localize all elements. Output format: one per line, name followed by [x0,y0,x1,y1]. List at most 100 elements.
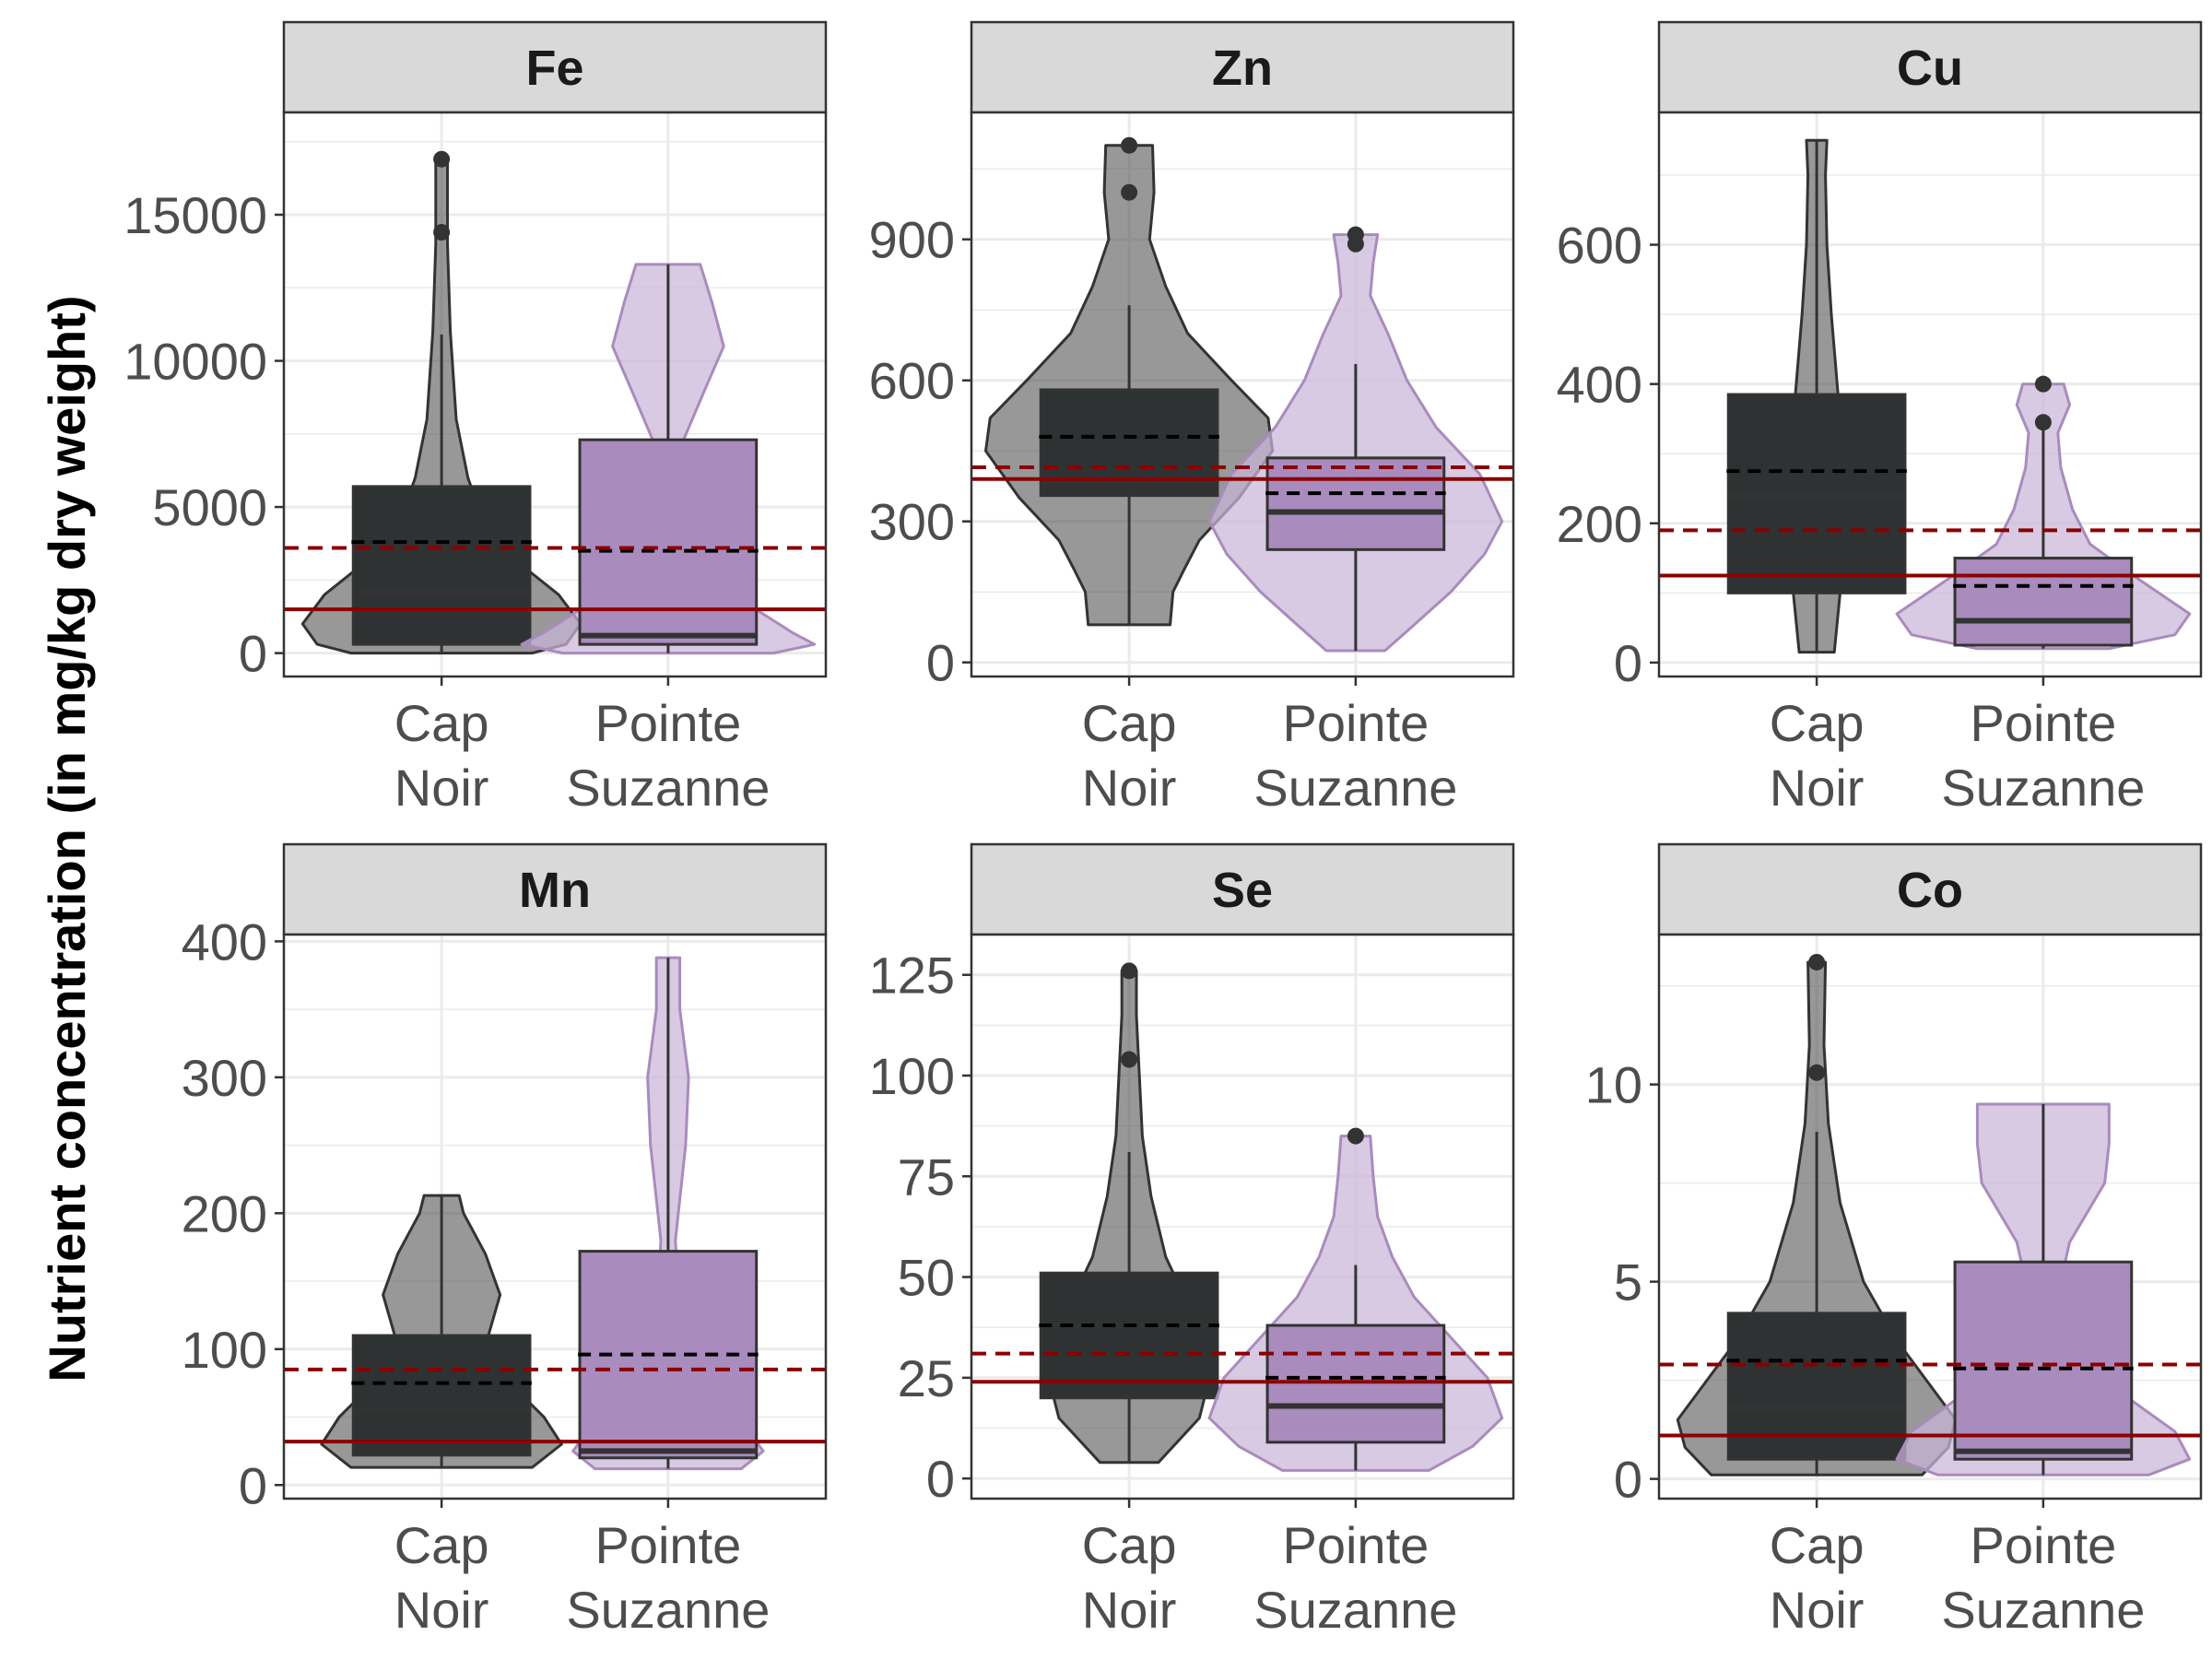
x-tick-label-line-se-0-0: Cap [1082,1516,1177,1574]
x-tick-label-mn-1: Pointe Suzanne [566,1516,770,1639]
strip-fe [282,20,828,114]
content-cu [1659,138,2201,654]
content-co [1659,953,2201,1477]
x-tick-label-line-zn-0-0: Cap [1082,694,1177,752]
y-tick-label-se-5: 125 [869,947,955,1005]
x-tick-label-line-co-0-1: Noir [1770,1581,1865,1639]
x-tick-label-line-mn-1-0: Pointe [594,1516,741,1574]
outlier-zn-cap-noir-1 [1121,183,1138,201]
x-tick-label-line-fe-1-1: Suzanne [566,759,770,817]
x-tick-label-zn-1: Pointe Suzanne [1253,694,1457,817]
y-tick-label-se-1: 25 [898,1349,955,1407]
outlier-co-cap-noir-0 [1808,953,1826,971]
strip-title-cu: Cu [1897,41,1963,96]
y-axis-title: Nutrient concentration (in mg/kg dry wei… [38,295,96,1382]
x-tick-label-line-co-1-0: Pointe [1970,1516,2116,1574]
x-tick-label-line-se-1-0: Pointe [1282,1516,1429,1574]
x-tick-label-line-zn-1-1: Suzanne [1253,759,1457,817]
y-tick-label-mn-4: 400 [182,912,267,971]
panel-border-co [1657,933,2203,1500]
content-se [971,962,1513,1472]
strip-title-fe: Fe [525,41,583,96]
y-tick-label-fe-3: 15000 [124,186,267,244]
box-fe-cap-noir [351,485,532,646]
panel-co: Co 0 5 10 Cap Noir Pointe Suzanne [1585,842,2203,1639]
y-tick-label-mn-3: 300 [182,1049,267,1107]
x-tick-label-fe-0: Cap Noir [394,694,489,817]
strip-zn [970,20,1515,114]
box-se-pointe-suzanne [1265,1324,1446,1444]
x-tick-label-line-cu-1-0: Pointe [1970,694,2116,752]
x-tick-label-line-cu-0-0: Cap [1770,694,1865,752]
outlier-co-cap-noir-1 [1808,1064,1826,1081]
y-tick-label-cu-2: 400 [1557,356,1642,414]
outlier-fe-cap-noir-1 [433,224,451,241]
x-tick-label-line-fe-0-0: Cap [394,694,489,752]
y-tick-label-zn-3: 900 [869,211,955,269]
strip-se [970,842,1515,936]
panel-zn: Zn 0 300 600 900 Cap Noir Pointe Suzanne [869,20,1515,817]
x-tick-label-cu-0: Cap Noir [1770,694,1865,817]
x-tick-label-line-cu-1-1: Suzanne [1941,759,2145,817]
x-tick-label-line-mn-1-1: Suzanne [566,1581,770,1639]
y-tick-label-se-2: 50 [898,1249,955,1307]
box-fe-pointe-suzanne [578,438,759,646]
y-tick-label-mn-0: 0 [239,1456,267,1514]
panel-fe: Fe 0 5000 10000 15000 Cap Noir Pointe Suzanne [124,20,828,817]
outlier-cu-pointe-suzanne-1 [2034,414,2052,431]
content-fe [284,150,826,655]
outlier-zn-pointe-suzanne-1 [1347,235,1364,253]
outlier-se-cap-noir-1 [1121,1051,1138,1068]
x-tick-label-line-mn-0-1: Noir [394,1581,489,1639]
y-tick-label-fe-0: 0 [239,625,267,683]
content-mn [284,956,826,1471]
x-tick-label-zn-0: Cap Noir [1082,694,1177,817]
x-tick-label-line-mn-0-0: Cap [394,1516,489,1574]
x-tick-label-line-zn-0-1: Noir [1082,759,1177,817]
strip-title-mn: Mn [519,863,591,918]
y-tick-label-zn-1: 300 [869,493,955,551]
y-tick-label-fe-1: 5000 [152,478,267,536]
y-tick-label-se-4: 100 [869,1047,955,1105]
panel-mn: Mn 0 100 200 300 400 Cap Noir Pointe Suzanne [182,842,828,1639]
x-tick-label-line-fe-0-1: Noir [394,759,489,817]
strip-title-co: Co [1897,863,1963,918]
strip-cu [1657,20,2203,114]
x-tick-label-line-se-0-1: Noir [1082,1581,1177,1639]
box-cu-pointe-suzanne [1953,557,2134,647]
box-zn-pointe-suzanne [1265,456,1446,551]
y-tick-label-co-2: 10 [1585,1056,1642,1114]
panel-border-cu [1657,111,2203,678]
y-tick-label-co-1: 5 [1614,1253,1642,1312]
outlier-cu-pointe-suzanne-0 [2034,375,2052,393]
box-co-pointe-suzanne [1953,1260,2134,1461]
y-tick-label-cu-1: 200 [1557,495,1642,553]
y-tick-label-fe-2: 10000 [124,333,267,391]
panel-cu: Cu 0 200 400 600 Cap Noir Pointe Suzanne [1557,20,2203,817]
x-tick-label-line-co-0-0: Cap [1770,1516,1865,1574]
outlier-fe-cap-noir-0 [433,150,451,168]
x-tick-label-line-co-1-1: Suzanne [1941,1581,2145,1639]
y-tick-label-co-0: 0 [1614,1451,1642,1509]
outlier-se-cap-noir-0 [1121,962,1138,980]
y-tick-label-zn-2: 600 [869,352,955,410]
box-mn-cap-noir [351,1334,532,1457]
panel-border-se [970,933,1515,1500]
panel-border-fe [282,111,828,678]
x-tick-label-se-0: Cap Noir [1082,1516,1177,1639]
strip-co [1657,842,2203,936]
x-tick-label-line-fe-1-0: Pointe [594,694,741,752]
x-tick-label-co-1: Pointe Suzanne [1941,1516,2145,1639]
strip-title-zn: Zn [1212,41,1273,96]
box-se-cap-noir [1039,1271,1219,1400]
x-tick-label-fe-1: Pointe Suzanne [566,694,770,817]
x-tick-label-se-1: Pointe Suzanne [1253,1516,1457,1639]
y-tick-label-se-0: 0 [926,1450,955,1508]
panel-border-zn [970,111,1515,678]
outlier-se-pointe-suzanne-0 [1347,1127,1364,1145]
panel-border-mn [282,933,828,1500]
y-tick-label-mn-2: 200 [182,1184,267,1242]
x-tick-label-cu-1: Pointe Suzanne [1941,694,2145,817]
